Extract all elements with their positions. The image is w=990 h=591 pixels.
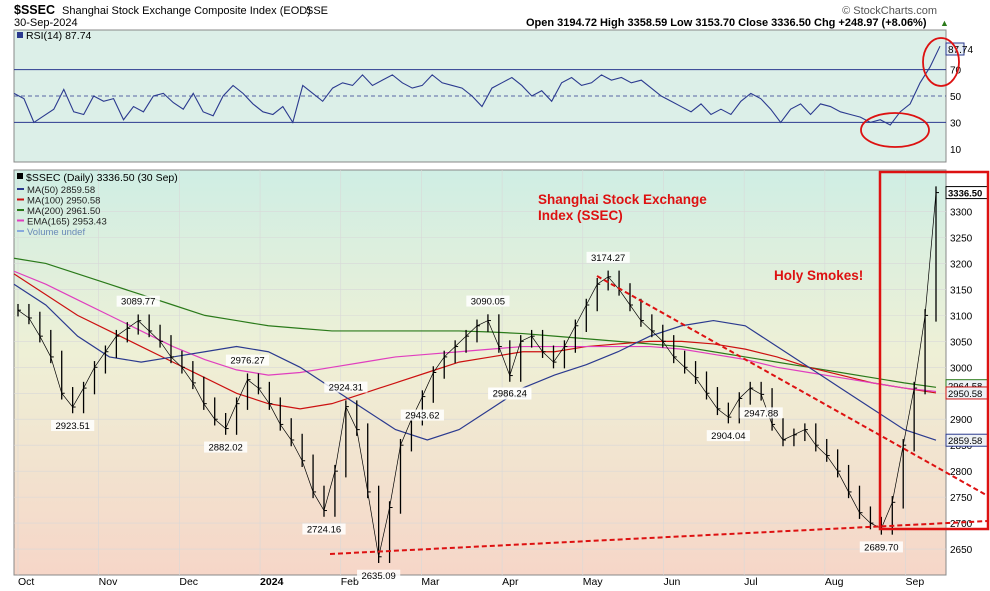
price-label: 2904.04 xyxy=(711,431,745,442)
price-label: 2943.62 xyxy=(405,411,439,422)
price-tick-label: 2900 xyxy=(950,415,973,426)
price-tick-label: 2800 xyxy=(950,467,973,478)
ma200-line xyxy=(13,257,937,388)
price-label-bg xyxy=(488,387,532,399)
price-label-bg xyxy=(357,569,401,581)
legend-entry: MA(200) 2961.50 xyxy=(27,206,100,217)
annotation-ssec-line1: Shanghai Stock Exchange xyxy=(538,192,707,207)
price-label: 2724.16 xyxy=(307,525,341,536)
x-tick-label: Jul xyxy=(744,576,757,588)
ohlc-readout: Open 3194.72 High 3358.59 Low 3153.70 Cl… xyxy=(526,17,927,29)
price-label-bg xyxy=(739,407,783,419)
price-tick-label: 3250 xyxy=(950,234,973,245)
ma50-line xyxy=(13,283,937,441)
price-label: 2689.70 xyxy=(864,542,898,553)
rsi-last-badge xyxy=(945,42,965,56)
x-tick-label: Nov xyxy=(99,576,118,588)
price-label: 3174.27 xyxy=(591,253,625,264)
price-label: 2947.88 xyxy=(744,408,778,419)
price-label: 2635.09 xyxy=(361,571,395,582)
rsi-line xyxy=(13,45,941,126)
annotation-ssec-line2: Index (SSEC) xyxy=(538,208,623,223)
x-tick-label: Mar xyxy=(421,576,440,588)
price-label-bg xyxy=(324,381,368,393)
price-label: 2976.27 xyxy=(230,356,264,367)
symbol-title: $SSEC xyxy=(14,3,55,17)
x-tick-label: Oct xyxy=(18,576,34,588)
watermark: © StockCharts.com xyxy=(842,5,937,17)
uptrend-line xyxy=(329,520,989,555)
rsi-tick-label: 50 xyxy=(950,92,962,103)
value-badge-text: 3336.50 xyxy=(948,189,982,200)
x-tick-label: Dec xyxy=(179,576,198,588)
downtrend-line xyxy=(596,275,989,497)
price-label-bg xyxy=(859,541,903,553)
rsi-swatch-icon xyxy=(17,32,23,38)
x-tick-label: 2024 xyxy=(260,576,284,588)
exchange-label: SSE xyxy=(306,5,328,17)
rsi-title: RSI(14) 87.74 xyxy=(26,30,92,42)
ohlc-arrow-icon: ▲ xyxy=(940,18,949,28)
price-label: 3090.05 xyxy=(471,297,505,308)
x-tick-label: Apr xyxy=(502,576,519,588)
value-badge-text: 2859.58 xyxy=(948,436,982,447)
price-tick-label: 2750 xyxy=(950,493,973,504)
price-tick-label: 3100 xyxy=(950,311,973,322)
index-name: Shanghai Stock Exchange Composite Index … xyxy=(62,5,311,17)
price-tick-label: 3000 xyxy=(950,363,973,374)
legend-entry: Volume undef xyxy=(27,227,85,238)
rsi-tick-label: 10 xyxy=(950,145,962,156)
x-tick-label: Feb xyxy=(341,576,359,588)
price-label-bg xyxy=(586,251,630,263)
price-tick-label: 3050 xyxy=(950,337,973,348)
price-tick-label: 3300 xyxy=(950,208,973,219)
ema165-line xyxy=(13,270,937,393)
price-label-bg xyxy=(204,441,248,453)
rsi-last-value: 87.74 xyxy=(948,45,973,56)
rsi-tick-label: 70 xyxy=(950,66,962,77)
price-tick-label: 2700 xyxy=(950,519,973,530)
highlight-box xyxy=(878,170,990,531)
price-label: 3089.77 xyxy=(121,297,155,308)
x-tick-label: Aug xyxy=(825,576,844,588)
price-tick-label: 2650 xyxy=(950,545,973,556)
price-close-line xyxy=(17,192,937,557)
price-label-bg xyxy=(400,409,444,421)
value-badge-text: 2950.58 xyxy=(948,389,982,400)
chart-date: 30-Sep-2024 xyxy=(14,17,78,29)
annotations: Shanghai Stock Exchange Index (SSEC) Hol… xyxy=(329,37,990,555)
price-label-bg xyxy=(302,523,346,535)
price-label-bg xyxy=(51,420,95,432)
price-label-bg xyxy=(116,295,160,307)
price-swatch-icon xyxy=(17,173,23,179)
price-label-bg xyxy=(225,354,270,366)
rsi-tick-label: 30 xyxy=(950,118,962,129)
x-tick-label: Sep xyxy=(906,576,925,588)
price-label: 2924.31 xyxy=(329,383,363,394)
legend-entry: EMA(165) 2953.43 xyxy=(27,217,107,228)
ma100-line xyxy=(13,273,937,410)
x-tick-label: Jun xyxy=(663,576,680,588)
price-label: 2986.24 xyxy=(493,388,527,399)
price-title: $SSEC (Daily) 3336.50 (30 Sep) xyxy=(26,172,178,184)
rsi-panel: RSI(14) 87.74 10 30 50 70 87.74 xyxy=(13,29,973,163)
price-tick-label: 3150 xyxy=(950,285,973,296)
price-panel: Oct Nov Dec 2024 Feb Mar Apr May Jun Jul Aug Sep 26… xyxy=(13,169,989,588)
x-tick-label: May xyxy=(583,576,604,588)
price-label: 2923.51 xyxy=(55,421,89,432)
annotation-holy-smokes: Holy Smokes! xyxy=(774,268,863,283)
price-label-bg xyxy=(466,295,510,307)
legend-entry: MA(100) 2950.58 xyxy=(27,196,100,207)
rsi-low-circle xyxy=(860,112,930,148)
price-label-bg xyxy=(706,430,750,442)
legend-entry: MA(50) 2859.58 xyxy=(27,185,95,196)
rsi-high-circle xyxy=(922,37,960,87)
price-label: 2882.02 xyxy=(208,443,242,454)
price-tick-label: 3200 xyxy=(950,259,973,270)
